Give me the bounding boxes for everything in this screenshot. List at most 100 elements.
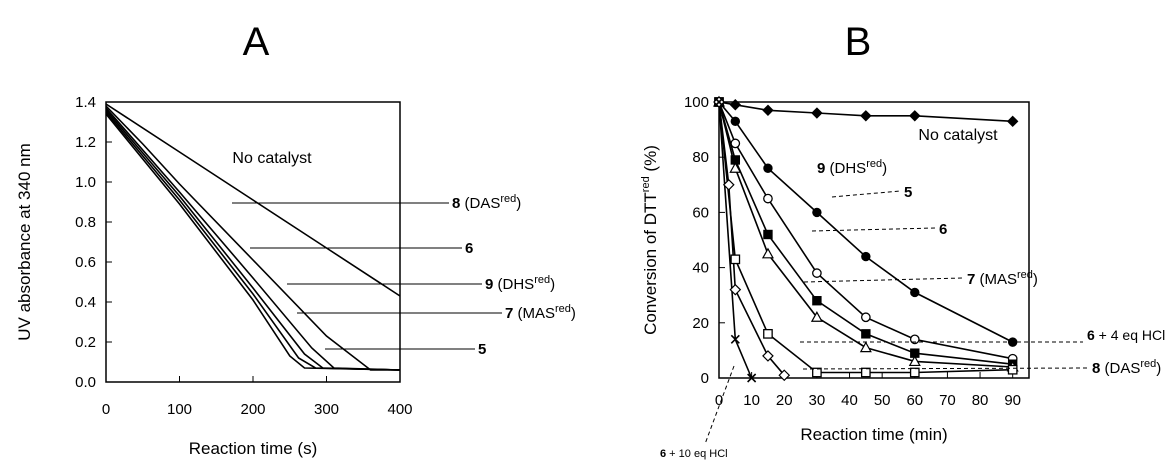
chart-b-y-tick-label: 0 [701,370,709,387]
chart-a-y-tick-label: 1.2 [75,134,96,151]
chart-b-marker-nocat [1006,115,1019,128]
chart-a-label-s7-paren: (MAS [513,305,555,322]
panel-letter-a: A [243,20,270,64]
chart-b-marker-hcl10 [730,334,740,344]
chart-b-marker-s8 [722,178,735,191]
chart-b-marker-nocat [909,110,921,122]
chart-b-label-hcl4: 6 + 4 eq HCl [1087,327,1165,343]
chart-b-label-s7-paren: (MAS [975,271,1017,288]
chart-b-y-tick-label: 40 [692,260,709,277]
chart-b-label-s6-number: 6 [939,221,947,238]
chart-b-marker-s6 [763,229,773,240]
chart-b-label-s8-sup: red [1140,358,1156,370]
chart-b-label-s7-close: ) [1033,271,1038,288]
chart-a-x-ticks: 0 100 200 300 400 [102,376,413,418]
chart-a-curve-s5 [105,113,401,371]
chart-b-marker-hcl4 [860,367,871,378]
chart-b-x-tick-label: 70 [939,392,956,409]
chart-a-label-s6: 6 [465,240,473,257]
chart-b-label-s8-close: ) [1156,360,1161,377]
chart-a-label-nocat: No catalyst [232,150,312,167]
chart-b-marker-hcl4 [763,328,773,339]
chart-b-marker-s5 [730,138,741,149]
chart-a-label-s8-sup: red [500,193,516,205]
chart-b-label-s8-number: 8 [1092,360,1100,377]
chart-b-label-s8: 8 (DASred) [1092,358,1161,377]
chart-b-label-s9-number: 9 [817,160,825,177]
chart-a-y-tick-label: 0.4 [75,294,96,311]
chart-a-label-s9: 9 (DHSred) [485,274,555,293]
chart-b-marker-hcl4 [909,367,920,378]
chart-b-label-s5: 5 [904,184,912,201]
chart-b-marker-s6 [812,296,822,306]
chart-b-label-s7-number: 7 [967,271,975,288]
chart-b-label-hcl10-number: 6 [660,448,666,460]
chart-a-x-tick-label: 0 [102,401,110,418]
chart-b-label-s5-number: 5 [904,184,912,201]
chart-b-marker-s9 [730,116,741,127]
chart-a-y-axis-title: UV absorbance at 340 nm [15,143,34,341]
chart-b-marker-s9 [910,287,920,298]
chart-b-label-s9-close: ) [882,160,887,177]
chart-b-marker-s7 [729,162,742,173]
chart-b-y-axis-title: Conversion of DTTred (%) [640,145,660,335]
chart-a-label-s8-close: ) [516,195,521,212]
chart-b: 0 20 40 60 80 100 0 10 20 30 40 50 60 70 80 90 No cata… [640,94,1165,460]
chart-b-label-hcl4-number: 6 [1087,327,1095,343]
chart-b-marker-s5 [812,268,822,278]
chart-b-label-s9-paren: (DHS [825,160,866,177]
chart-b-x-tick-label: 20 [776,392,793,409]
chart-a-label-s7-number: 7 [505,305,513,322]
chart-a-y-tick-label: 1.4 [75,94,96,111]
chart-a-label-s9-paren: (DHS [493,276,534,293]
chart-a-x-tick-label: 300 [314,401,339,418]
chart-b-label-hcl10-tail: + 10 eq HCl [666,448,727,460]
chart-a-curve-s8 [105,105,400,371]
chart-b-marker-s7 [810,311,823,322]
chart-b-marker-s7 [761,247,774,259]
chart-b-marker-s9 [812,207,822,218]
chart-b-marker-s9 [861,251,871,262]
chart-b-x-tick-label: 80 [972,392,989,409]
chart-b-marker-s8 [762,350,774,362]
chart-b-x-ticks: 0 10 20 30 40 50 60 70 80 90 [715,372,1021,409]
chart-b-label-s9-sup: red [866,158,882,170]
chart-b-label-s8-paren: (DAS [1100,360,1140,377]
chart-a-curve-nocat [105,103,401,297]
chart-b-y-tick-label: 20 [692,315,709,332]
chart-b-marker-hcl10 [747,373,757,383]
chart-b-marker-hcl10 [714,97,724,107]
chart-b-marker-hcl4 [812,367,822,378]
chart-b-label-s9: 9 (DHSred) [817,158,887,177]
chart-a-label-s6-number: 6 [465,240,473,257]
chart-a-y-tick-label: 1.0 [75,174,96,191]
chart-b-label-hcl4-tail: + 4 eq HCl [1095,327,1165,343]
chart-b-marker-nocat [729,99,742,111]
chart-a-label-s7: 7 (MASred) [505,303,576,322]
chart-b-marker-s8 [778,369,791,382]
chart-b-marker-s5 [763,193,773,204]
chart-b-label-s6: 6 [939,221,947,238]
chart-a-x-axis-title: Reaction time (s) [189,439,317,458]
chart-a-x-tick-label: 100 [167,401,192,418]
chart-a-label-s8-number: 8 [452,195,460,212]
chart-b-marker-hcl4 [730,254,741,265]
chart-a-curves [105,103,401,371]
chart-a-label-s5: 5 [478,341,486,358]
chart-b-marker-s5 [860,312,871,323]
chart-a-curve-s6 [105,107,401,371]
chart-a-label-s9-close: ) [550,276,555,293]
chart-b-marker-nocat [811,107,823,119]
chart-b-leader-s7 [803,277,964,283]
chart-a-plot-frame [105,101,401,383]
chart-b-y-axis-title-main: Conversion of DTT [641,192,660,335]
chart-b-y-axis-title-sup: red [640,176,652,192]
chart-b-marker-s6 [861,329,871,339]
chart-b-x-tick-label: 60 [906,392,923,409]
chart-b-x-axis-title: Reaction time (min) [800,425,947,444]
chart-a-curve-s9 [105,109,401,371]
chart-b-y-tick-label: 100 [684,94,709,111]
